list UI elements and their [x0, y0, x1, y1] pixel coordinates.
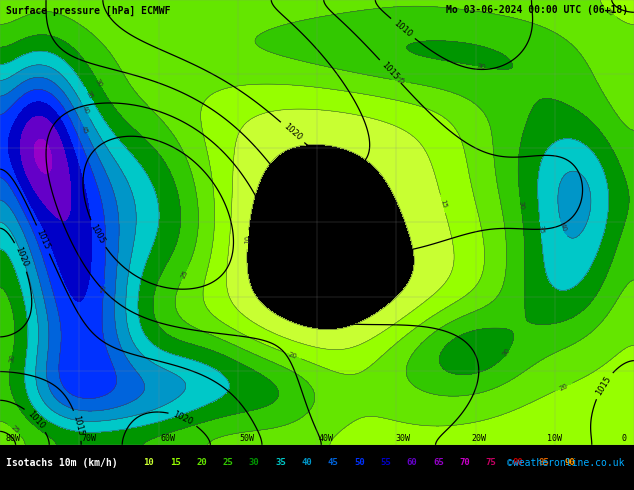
Text: 1015: 1015: [72, 415, 85, 437]
Text: 55: 55: [380, 459, 391, 467]
Text: 20: 20: [287, 351, 298, 360]
Text: 80W: 80W: [5, 434, 20, 442]
Text: 1020: 1020: [172, 410, 195, 427]
Text: 45: 45: [81, 124, 89, 135]
Text: 40: 40: [559, 222, 567, 233]
Text: 30W: 30W: [395, 434, 410, 442]
Text: 90: 90: [565, 459, 575, 467]
Text: 85: 85: [538, 459, 549, 467]
Text: 20: 20: [197, 459, 207, 467]
Text: 1010: 1010: [26, 409, 47, 430]
Text: 75: 75: [486, 459, 496, 467]
Text: 50W: 50W: [240, 434, 255, 442]
Text: 45: 45: [328, 459, 339, 467]
Text: 25: 25: [10, 425, 20, 435]
Text: 80: 80: [512, 459, 522, 467]
Text: 70W: 70W: [81, 434, 96, 442]
Text: 35: 35: [275, 459, 286, 467]
Text: 1020: 1020: [13, 245, 29, 269]
Text: 1015: 1015: [380, 61, 401, 82]
Text: 10W: 10W: [547, 434, 562, 442]
Text: 1010: 1010: [275, 249, 290, 272]
Text: 60: 60: [407, 459, 417, 467]
Text: 10: 10: [244, 235, 251, 245]
Text: 1015: 1015: [594, 374, 613, 397]
Text: 1010: 1010: [392, 19, 414, 39]
Text: 0: 0: [622, 434, 627, 442]
Text: 1020: 1020: [281, 122, 304, 143]
Text: 25: 25: [180, 269, 189, 279]
Text: 30: 30: [476, 63, 486, 70]
Text: 10: 10: [144, 459, 154, 467]
Text: 30: 30: [502, 347, 512, 358]
Text: 30: 30: [249, 459, 259, 467]
Text: 40W: 40W: [319, 434, 334, 442]
Text: 40: 40: [81, 105, 90, 116]
Text: 25: 25: [223, 459, 233, 467]
Text: 35: 35: [537, 224, 544, 234]
Text: 20W: 20W: [471, 434, 486, 442]
Text: 70: 70: [460, 459, 470, 467]
Text: 1015: 1015: [34, 228, 51, 251]
Text: 15: 15: [439, 199, 447, 209]
Text: 1005: 1005: [89, 222, 107, 245]
Text: 40: 40: [302, 459, 312, 467]
Text: Surface pressure [hPa] ECMWF: Surface pressure [hPa] ECMWF: [6, 5, 171, 16]
Text: 30: 30: [8, 354, 16, 364]
Text: 50: 50: [100, 284, 107, 294]
Text: 30: 30: [94, 78, 103, 89]
Text: 60W: 60W: [160, 434, 176, 442]
Text: ©weatheronline.co.uk: ©weatheronline.co.uk: [507, 458, 624, 468]
Text: 20: 20: [559, 382, 569, 392]
Text: 30: 30: [517, 200, 524, 210]
Text: 15: 15: [170, 459, 181, 467]
Text: 25: 25: [396, 77, 406, 85]
Text: Isotachs 10m (km/h): Isotachs 10m (km/h): [6, 458, 118, 468]
Text: Mo 03-06-2024 00:00 UTC (06+18): Mo 03-06-2024 00:00 UTC (06+18): [446, 5, 628, 15]
Text: 65: 65: [433, 459, 444, 467]
Text: 20: 20: [604, 7, 615, 17]
Text: 35: 35: [84, 90, 94, 100]
Text: 50: 50: [354, 459, 365, 467]
